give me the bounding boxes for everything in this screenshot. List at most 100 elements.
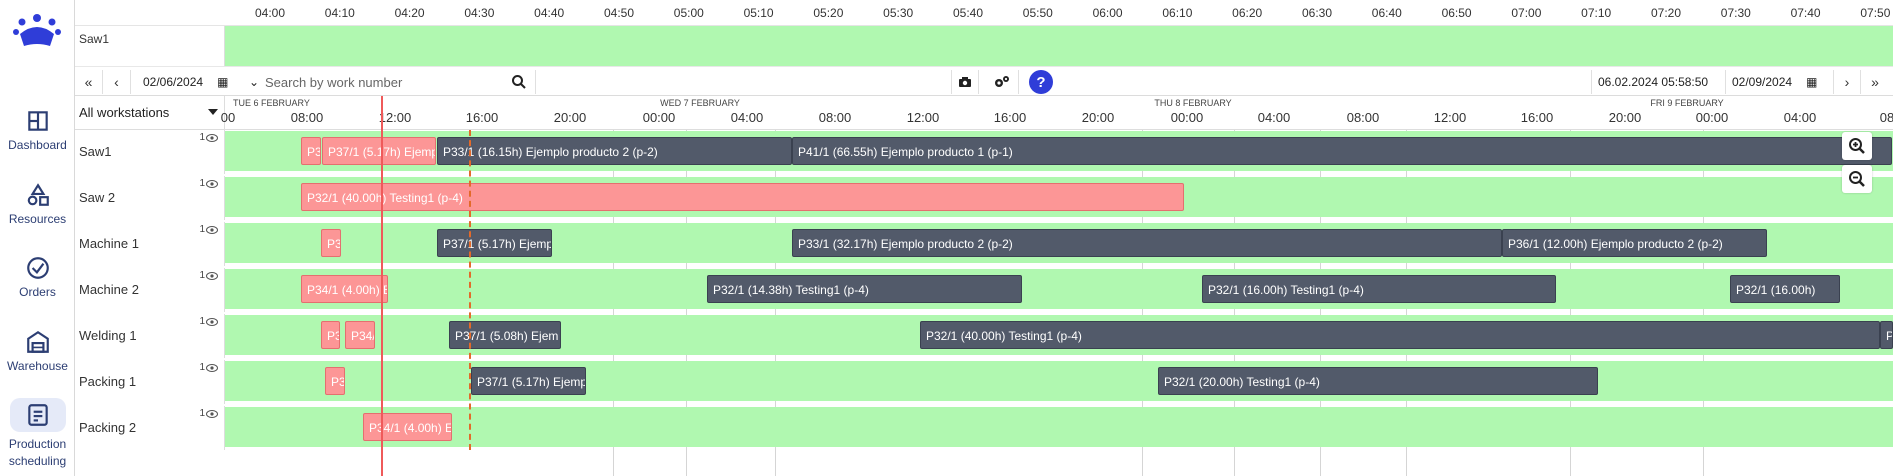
eye-icon[interactable]: [206, 271, 218, 280]
day-label: TUE 6 FEBRUARY: [233, 98, 310, 108]
nav-dashboard[interactable]: Dashboard: [0, 108, 75, 152]
workstation-name: Machine 2: [79, 282, 139, 297]
row-count[interactable]: 1: [199, 316, 218, 327]
prev-button[interactable]: ‹: [103, 70, 131, 94]
production-scheduling-icon: [27, 404, 48, 426]
nav-warehouse[interactable]: Warehouse: [0, 329, 75, 373]
zoom-out-button[interactable]: [1842, 165, 1872, 193]
workstation-row-label[interactable]: Machine 1 1: [75, 222, 225, 266]
mini-axis-tick: 04:10: [324, 6, 355, 20]
task-bar[interactable]: P3: [321, 321, 340, 349]
warehouse-icon: [26, 330, 49, 353]
hour-label: 12:00: [378, 110, 412, 125]
search-placeholder: Search by work number: [265, 74, 403, 90]
task-bar[interactable]: P34/1 (4.00h) E: [363, 413, 452, 441]
current-time-line: [381, 96, 383, 476]
task-bar[interactable]: P32/1 (20.00h) Testing1 (p-4): [1158, 367, 1598, 395]
hour-label: 16:00: [465, 110, 499, 125]
task-bar[interactable]: P32/1 (40.00h) Testing1 (p-4): [920, 321, 1880, 349]
task-bar[interactable]: P3: [321, 229, 341, 257]
task-bar[interactable]: P3: [325, 367, 345, 395]
mini-axis-tick: 06:40: [1371, 6, 1402, 20]
search-filter-dropdown[interactable]: ⌄: [243, 70, 265, 94]
eye-icon[interactable]: [206, 133, 218, 142]
sidebar: Dashboard Resources Orders Warehouse Pro…: [0, 0, 75, 476]
mini-timeline-row: Saw1: [75, 26, 1893, 66]
hour-label: 08:00: [1346, 110, 1380, 125]
eye-icon[interactable]: [206, 317, 218, 326]
task-bar[interactable]: P32/1 (40.00h) Testing1 (p-4): [301, 183, 1184, 211]
hour-label: 04:00: [1783, 110, 1817, 125]
mini-row-bar[interactable]: [225, 26, 1893, 66]
crown-logo-icon[interactable]: [12, 12, 62, 52]
row-count[interactable]: 1: [199, 408, 218, 419]
task-bar[interactable]: P: [1880, 321, 1893, 349]
task-bar[interactable]: P32/1 (14.38h) Testing1 (p-4): [707, 275, 1022, 303]
task-bar[interactable]: P33/1 (16.15h) Ejemplo producto 2 (p-2): [437, 137, 792, 165]
workstation-select[interactable]: All workstations: [75, 96, 225, 130]
task-bar[interactable]: P32/1 (16.00h): [1730, 275, 1840, 303]
workstation-name: Saw1: [79, 144, 112, 159]
workstation-row-track[interactable]: [225, 269, 1893, 309]
hour-label: 08: [1879, 110, 1893, 125]
eye-icon[interactable]: [206, 409, 218, 418]
hour-label: 20:00: [553, 110, 587, 125]
search-input[interactable]: Search by work number: [261, 70, 536, 94]
workstation-name: Packing 2: [79, 420, 137, 435]
workstation-row-label[interactable]: Packing 2 1: [75, 406, 225, 450]
mini-axis-tick: 05:40: [952, 6, 984, 20]
end-date-input[interactable]: 02/09/2024 ▦: [1725, 70, 1823, 94]
workstation-row-label[interactable]: Saw 2 1: [75, 176, 225, 220]
task-bar[interactable]: P37/1 (5.17h) Ejemp: [471, 367, 586, 395]
gantt-time-axis: All workstations TUE 6 FEBRUARY WED 7 FEB…: [75, 96, 1893, 130]
hour-label: 04:00: [1257, 110, 1291, 125]
task-bar[interactable]: P33/1 (32.17h) Ejemplo producto 2 (p-2): [792, 229, 1502, 257]
mini-axis-tick: 07:50: [1860, 6, 1891, 20]
nav-orders[interactable]: Orders: [0, 255, 75, 299]
row-count[interactable]: 1: [199, 224, 218, 235]
task-bar[interactable]: P36/1 (12.00h) Ejemplo producto 2 (p-2): [1502, 229, 1767, 257]
last-page-button[interactable]: »: [1861, 70, 1889, 94]
camera-button[interactable]: [951, 70, 979, 94]
hour-label: 00:00: [1170, 110, 1204, 125]
start-date-input[interactable]: 02/06/2024 ▦: [137, 70, 234, 94]
hour-label: 20:00: [1081, 110, 1115, 125]
next-button[interactable]: ›: [1833, 70, 1861, 94]
workstation-row-track[interactable]: [225, 407, 1893, 447]
hour-label: 08:00: [290, 110, 324, 125]
eye-icon[interactable]: [206, 225, 218, 234]
task-bar[interactable]: P3: [301, 137, 321, 165]
nav-production-scheduling[interactable]: Production scheduling: [0, 398, 75, 470]
row-count[interactable]: 1: [199, 362, 218, 373]
task-bar[interactable]: P34/1 (4.00h) E: [301, 275, 388, 303]
workstation-row-label[interactable]: Packing 1 1: [75, 360, 225, 404]
hour-label: 00:00: [1695, 110, 1729, 125]
row-count[interactable]: 1: [199, 270, 218, 281]
calendar-icon[interactable]: ▦: [217, 75, 229, 89]
row-count[interactable]: 1: [199, 178, 218, 189]
eye-icon[interactable]: [206, 363, 218, 372]
workstation-row-label[interactable]: Saw1 1: [75, 130, 225, 174]
first-page-button[interactable]: «: [75, 70, 103, 94]
help-button[interactable]: ?: [1027, 70, 1055, 94]
task-bar[interactable]: P37/1 (5.08h) Ejem: [449, 321, 561, 349]
chevron-left-icon: ‹: [114, 74, 119, 90]
search-icon[interactable]: [511, 74, 527, 90]
task-bar[interactable]: P34/: [345, 321, 375, 349]
settings-button[interactable]: [985, 70, 1019, 94]
start-date-value: 02/06/2024: [143, 75, 204, 89]
row-count[interactable]: 1: [199, 132, 218, 143]
eye-icon[interactable]: [206, 179, 218, 188]
task-bar[interactable]: P37/1 (5.17h) Ejemp: [322, 137, 436, 165]
task-bar[interactable]: P41/1 (66.55h) Ejemplo producto 1 (p-1): [792, 137, 1892, 165]
task-bar[interactable]: P32/1 (16.00h) Testing1 (p-4): [1202, 275, 1556, 303]
task-bar[interactable]: P37/1 (5.17h) Ejemp: [437, 229, 552, 257]
workstation-row-label[interactable]: Welding 1 1: [75, 314, 225, 358]
zoom-in-button[interactable]: [1842, 132, 1872, 160]
calendar-icon[interactable]: ▦: [1806, 75, 1818, 89]
nav-resources[interactable]: Resources: [0, 182, 75, 226]
hour-label: 12:00: [906, 110, 940, 125]
row-count-value: 1: [199, 408, 205, 419]
workstation-name: Saw 2: [79, 190, 116, 205]
workstation-row-label[interactable]: Machine 2 1: [75, 268, 225, 312]
